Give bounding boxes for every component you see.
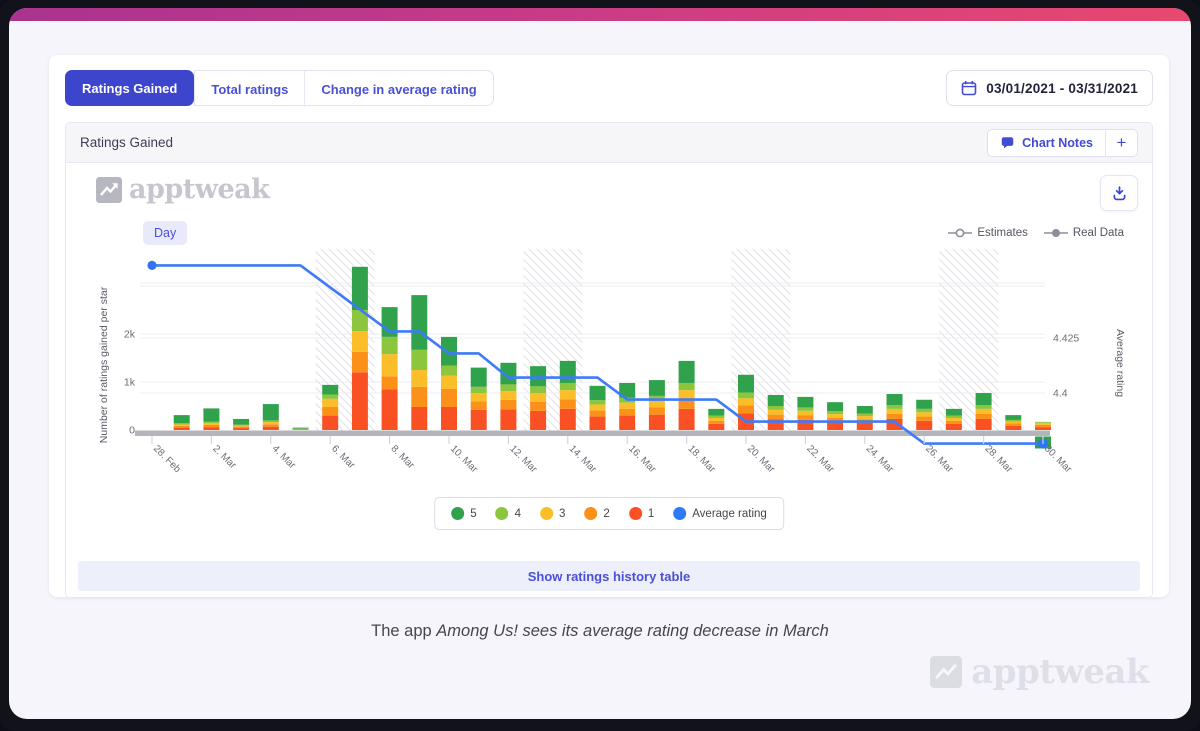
- svg-text:4. Mar: 4. Mar: [270, 443, 298, 471]
- date-range-value: 03/01/2021 - 03/31/2021: [986, 80, 1138, 96]
- chart-legend-box: 5 4 3 2 1 Average rating: [434, 497, 784, 530]
- svg-text:22. Mar: 22. Mar: [804, 443, 836, 475]
- svg-text:10. Mar: 10. Mar: [448, 443, 480, 475]
- right-axis-title: Average rating: [1114, 329, 1126, 397]
- caption-regular: The app: [371, 622, 437, 640]
- svg-text:4.4: 4.4: [1053, 388, 1068, 400]
- apptweak-wordmark: apptweak: [129, 174, 270, 205]
- svg-text:24. Mar: 24. Mar: [864, 443, 896, 475]
- apptweak-watermark: apptweak: [930, 655, 1149, 689]
- tab-ratings-gained[interactable]: Ratings Gained: [65, 70, 195, 106]
- apptweak-watermark-icon: [930, 656, 963, 688]
- svg-text:0: 0: [129, 425, 135, 437]
- real-data-legend-item[interactable]: Real Data: [1043, 227, 1124, 239]
- svg-text:4.425: 4.425: [1053, 333, 1079, 345]
- svg-text:28. Feb: 28. Feb: [151, 443, 183, 475]
- download-icon: [1112, 185, 1126, 200]
- ratings-chart-svg[interactable]: Number of ratings gained per star Averag…: [95, 247, 1140, 497]
- chart-brand-logo: apptweak: [96, 174, 270, 205]
- page: Ratings Gained Total ratings Change in a…: [9, 8, 1191, 719]
- bars: [173, 266, 1051, 430]
- left-axis-title: Number of ratings gained per star: [98, 286, 110, 443]
- svg-text:14. Mar: 14. Mar: [567, 443, 599, 475]
- chart-area: apptweak Day: [66, 163, 1152, 597]
- legend-label: 5: [470, 507, 477, 520]
- legend-label: Average rating: [692, 507, 767, 520]
- add-note-button[interactable]: +: [1105, 129, 1137, 156]
- estimates-real-data-legend: Estimates Real Data: [948, 227, 1124, 239]
- real-data-label: Real Data: [1072, 227, 1124, 239]
- svg-text:16. Mar: 16. Mar: [626, 443, 658, 475]
- show-ratings-history-table[interactable]: Show ratings history table: [78, 561, 1140, 591]
- svg-text:2k: 2k: [124, 329, 136, 341]
- estimates-label: Estimates: [977, 227, 1028, 239]
- x-axis-labels: 28. Feb 2. Mar 4. Mar 6. Mar 8. Mar 10. Mar 12…: [151, 436, 1074, 476]
- estimates-legend-item[interactable]: Estimates: [948, 227, 1028, 239]
- legend-item-3[interactable]: 3: [540, 507, 565, 520]
- svg-text:6. Mar: 6. Mar: [329, 443, 357, 471]
- calendar-icon: [961, 81, 977, 96]
- svg-text:18. Mar: 18. Mar: [685, 443, 717, 475]
- legend-item-2[interactable]: 2: [584, 507, 610, 520]
- download-chart-button[interactable]: [1100, 175, 1138, 211]
- legend-item-1[interactable]: 1: [628, 507, 655, 520]
- top-gradient-bar: [9, 8, 1191, 21]
- legend-label: 4: [514, 507, 521, 520]
- svg-text:12. Mar: 12. Mar: [507, 443, 539, 475]
- legend-label: 2: [603, 507, 610, 520]
- legend-dot: [495, 507, 509, 520]
- estimates-marker-icon: [948, 228, 973, 238]
- svg-text:1k: 1k: [124, 377, 136, 389]
- legend-dot: [628, 507, 642, 520]
- legend-dot: [584, 507, 598, 520]
- chart-notes-label: Chart Notes: [1022, 135, 1093, 150]
- report-card: Ratings Gained Total ratings Change in a…: [49, 55, 1169, 598]
- svg-text:2. Mar: 2. Mar: [210, 443, 238, 471]
- legend-dot: [673, 507, 687, 520]
- date-range-picker[interactable]: 03/01/2021 - 03/31/2021: [946, 70, 1153, 106]
- legend-item-average-rating[interactable]: Average rating: [673, 507, 767, 520]
- interval-day-chip[interactable]: Day: [143, 221, 188, 245]
- real-data-marker-icon: [1043, 229, 1068, 237]
- chart-notes-group: Chart Notes +: [987, 128, 1138, 157]
- zero-baseline: [135, 430, 1050, 436]
- svg-text:20. Mar: 20. Mar: [745, 443, 777, 475]
- show-table-label: Show ratings history table: [527, 568, 691, 584]
- panel-header: Ratings Gained Chart Notes +: [66, 123, 1152, 163]
- legend-dot: [540, 507, 553, 520]
- legend-label: 3: [559, 507, 566, 520]
- ratings-gained-panel: Ratings Gained Chart Notes +: [65, 122, 1153, 598]
- apptweak-chart-icon: [96, 176, 122, 203]
- svg-text:30. Mar: 30. Mar: [1042, 443, 1074, 475]
- caption: The app Among Us! sees its average ratin…: [9, 622, 1191, 641]
- chart-notes-button[interactable]: Chart Notes: [988, 130, 1105, 156]
- tab-total-ratings[interactable]: Total ratings: [211, 81, 289, 97]
- legend-item-5[interactable]: 5: [451, 507, 477, 520]
- tab-row: Ratings Gained Total ratings Change in a…: [65, 70, 1153, 107]
- svg-text:26. Mar: 26. Mar: [923, 443, 955, 475]
- y-axis-labels: 0 1k 2k 4.4 4.425: [124, 329, 1080, 437]
- tab-group: Total ratings Change in average rating: [194, 70, 494, 107]
- svg-text:28. Mar: 28. Mar: [982, 443, 1014, 475]
- speech-bubble-icon: [1001, 136, 1014, 148]
- apptweak-watermark-text: apptweak: [971, 652, 1149, 692]
- legend-dot: [451, 507, 465, 520]
- tab-change-average-rating[interactable]: Change in average rating: [304, 71, 492, 107]
- plot-wrapper: Number of ratings gained per star Averag…: [95, 247, 1140, 502]
- gridlines: [140, 282, 1045, 394]
- legend-item-4[interactable]: 4: [495, 507, 521, 520]
- panel-title: Ratings Gained: [80, 135, 174, 150]
- svg-text:8. Mar: 8. Mar: [388, 443, 416, 471]
- caption-italic: Among Us! sees its average rating decrea…: [436, 622, 829, 640]
- legend-label: 1: [647, 507, 655, 520]
